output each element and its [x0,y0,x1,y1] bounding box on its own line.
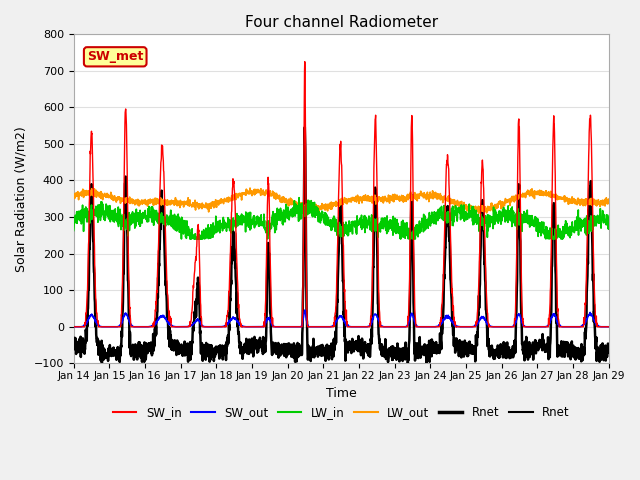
Title: Four channel Radiometer: Four channel Radiometer [244,15,438,30]
Y-axis label: Solar Radiation (W/m2): Solar Radiation (W/m2) [15,126,28,272]
Text: SW_met: SW_met [87,50,143,63]
Legend: SW_in, SW_out, LW_in, LW_out, Rnet, Rnet: SW_in, SW_out, LW_in, LW_out, Rnet, Rnet [108,401,574,423]
X-axis label: Time: Time [326,386,356,399]
